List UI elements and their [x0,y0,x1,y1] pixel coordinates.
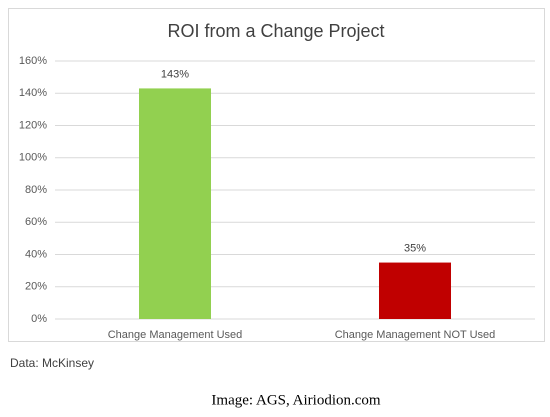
bar [139,88,211,319]
x-tick-label: Change Management Used [108,329,243,341]
x-tick-label: Change Management NOT Used [335,329,496,341]
y-tick-label: 120% [19,119,47,131]
data-label: 35% [404,242,426,254]
y-tick-label: 0% [31,313,47,325]
y-tick-label: 80% [25,184,47,196]
y-tick-label: 140% [19,87,47,99]
source-note: Data: McKinsey [10,356,94,370]
y-tick-label: 160% [19,55,47,67]
y-tick-label: 100% [19,152,47,164]
chart-title: ROI from a Change Project [167,21,384,41]
y-tick-label: 60% [25,216,47,228]
bar [379,262,451,319]
image-credit: Image: AGS, Airiodion.com [211,392,380,408]
chart-frame [8,8,545,342]
data-label: 143% [161,68,189,80]
y-tick-label: 40% [25,248,47,260]
y-tick-label: 20% [25,281,47,293]
